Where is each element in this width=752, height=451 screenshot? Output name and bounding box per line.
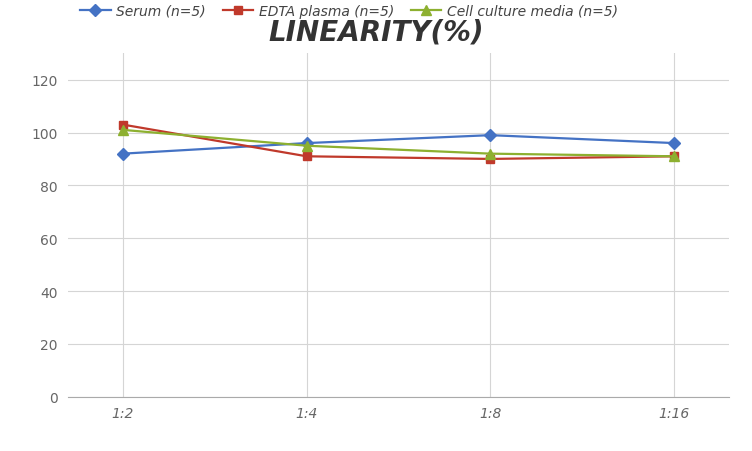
EDTA plasma (n=5)	[486, 157, 495, 162]
Serum (n=5)	[486, 133, 495, 138]
EDTA plasma (n=5)	[302, 154, 311, 160]
Cell culture media (n=5)	[670, 154, 679, 160]
EDTA plasma (n=5)	[670, 154, 679, 160]
Serum (n=5)	[302, 141, 311, 147]
Line: Cell culture media (n=5): Cell culture media (n=5)	[118, 126, 679, 162]
Serum (n=5)	[118, 152, 127, 157]
Line: EDTA plasma (n=5): EDTA plasma (n=5)	[119, 121, 678, 164]
Cell culture media (n=5)	[302, 144, 311, 149]
Serum (n=5)	[670, 141, 679, 147]
Line: Serum (n=5): Serum (n=5)	[119, 132, 678, 158]
Legend: Serum (n=5), EDTA plasma (n=5), Cell culture media (n=5): Serum (n=5), EDTA plasma (n=5), Cell cul…	[74, 0, 623, 24]
Cell culture media (n=5)	[118, 128, 127, 133]
Cell culture media (n=5)	[486, 152, 495, 157]
Text: LINEARITY(%): LINEARITY(%)	[268, 18, 484, 46]
EDTA plasma (n=5)	[118, 123, 127, 128]
